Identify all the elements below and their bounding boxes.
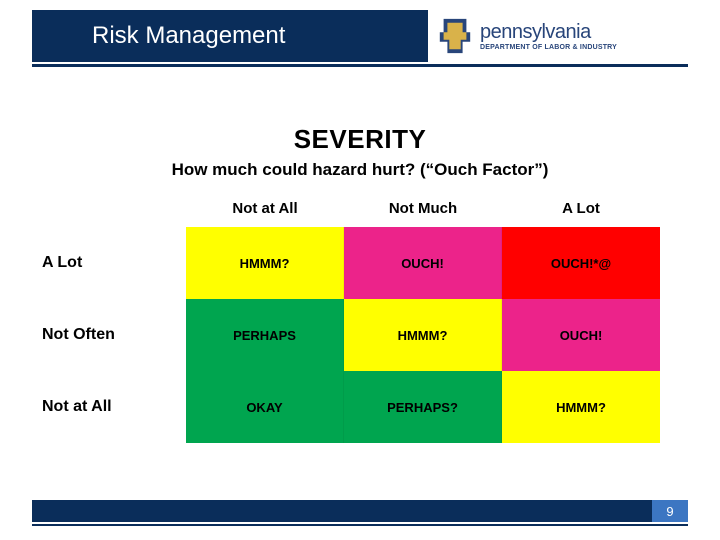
header-underline — [32, 64, 688, 67]
matrix-cell-2-0: OKAY — [186, 371, 344, 443]
footer-bar — [32, 500, 652, 522]
page-number: 9 — [652, 500, 688, 522]
content-title: SEVERITY — [0, 124, 720, 155]
col-header-0: Not at All — [186, 194, 344, 227]
header-logo: pennsylvania DEPARTMENT OF LABOR & INDUS… — [428, 10, 688, 62]
matrix-cell-0-0: HMMM? — [186, 227, 344, 299]
row-label-1: Not Often — [36, 299, 186, 371]
slide-title: Risk Management — [92, 22, 285, 50]
matrix-cell-2-2: HMMM? — [502, 371, 660, 443]
matrix-row-0: A Lot HMMM? OUCH! OUCH!*@ — [36, 227, 660, 299]
matrix-cell-0-2: OUCH!*@ — [502, 227, 660, 299]
col-header-1: Not Much — [344, 194, 502, 227]
footer-underline — [32, 524, 688, 526]
row-label-0: A Lot — [36, 227, 186, 299]
col-header-2: A Lot — [502, 194, 660, 227]
content-subtitle: How much could hazard hurt? (“Ouch Facto… — [0, 160, 720, 180]
matrix-corner-blank — [36, 194, 186, 227]
row-label-2: Not at All — [36, 371, 186, 443]
keystone-shield-icon — [436, 15, 474, 57]
matrix-cell-1-2: OUCH! — [502, 299, 660, 371]
matrix-cell-1-1: HMMM? — [344, 299, 502, 371]
matrix-row-2: Not at All OKAY PERHAPS? HMMM? — [36, 371, 660, 443]
risk-matrix: Not at All Not Much A Lot A Lot HMMM? OU… — [36, 194, 660, 443]
logo-text: pennsylvania DEPARTMENT OF LABOR & INDUS… — [480, 22, 617, 51]
slide-root: Risk Management pennsylvania DEPARTMENT … — [0, 0, 720, 540]
matrix-cell-2-1: PERHAPS? — [344, 371, 502, 443]
matrix-row-1: Not Often PERHAPS HMMM? OUCH! — [36, 299, 660, 371]
matrix-cell-0-1: OUCH! — [344, 227, 502, 299]
matrix-cell-1-0: PERHAPS — [186, 299, 344, 371]
matrix-header-row: Not at All Not Much A Lot — [36, 194, 660, 227]
header-bar: Risk Management pennsylvania DEPARTMENT … — [32, 10, 688, 62]
logo-text-main: pennsylvania — [480, 22, 617, 42]
logo-text-sub: DEPARTMENT OF LABOR & INDUSTRY — [480, 44, 617, 51]
